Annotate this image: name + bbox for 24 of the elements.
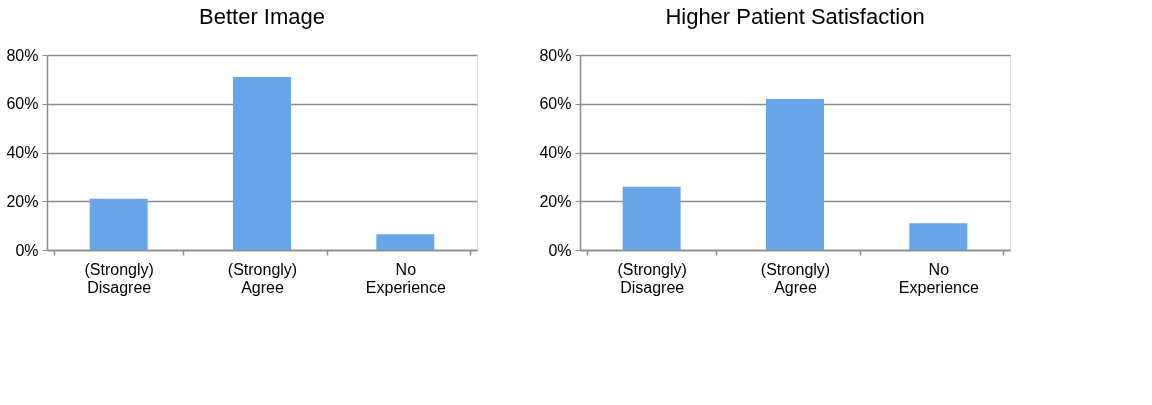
bar [376,234,435,250]
x-tick-label: (Strongly) Agree [227,260,298,296]
y-tick-label: 20% [539,192,572,210]
x-tick-label: No Experience [898,260,979,296]
bar [89,198,148,250]
bar [233,76,291,250]
chart-title: Better Image [199,4,325,29]
x-tick-label: (Strongly) Disagree [84,260,154,296]
y-tick-label: 0% [15,241,39,259]
bar [766,98,824,250]
chart-title: Higher Patient Satisfaction [665,4,925,29]
x-tick-label: No Experience [365,260,446,296]
y-tick-label: 20% [6,192,39,210]
y-tick-label: 80% [6,46,39,64]
y-tick-label: 0% [548,241,572,259]
y-tick-label: 60% [6,95,39,113]
y-tick-label: 80% [539,46,572,64]
bar [909,223,968,250]
x-tick-label: (Strongly) Disagree [617,260,687,296]
y-tick-label: 60% [539,95,572,113]
x-tick-label: (Strongly) Agree [760,260,831,296]
y-tick-label: 40% [6,144,39,161]
bar [622,186,681,250]
y-tick-label: 40% [539,144,572,161]
